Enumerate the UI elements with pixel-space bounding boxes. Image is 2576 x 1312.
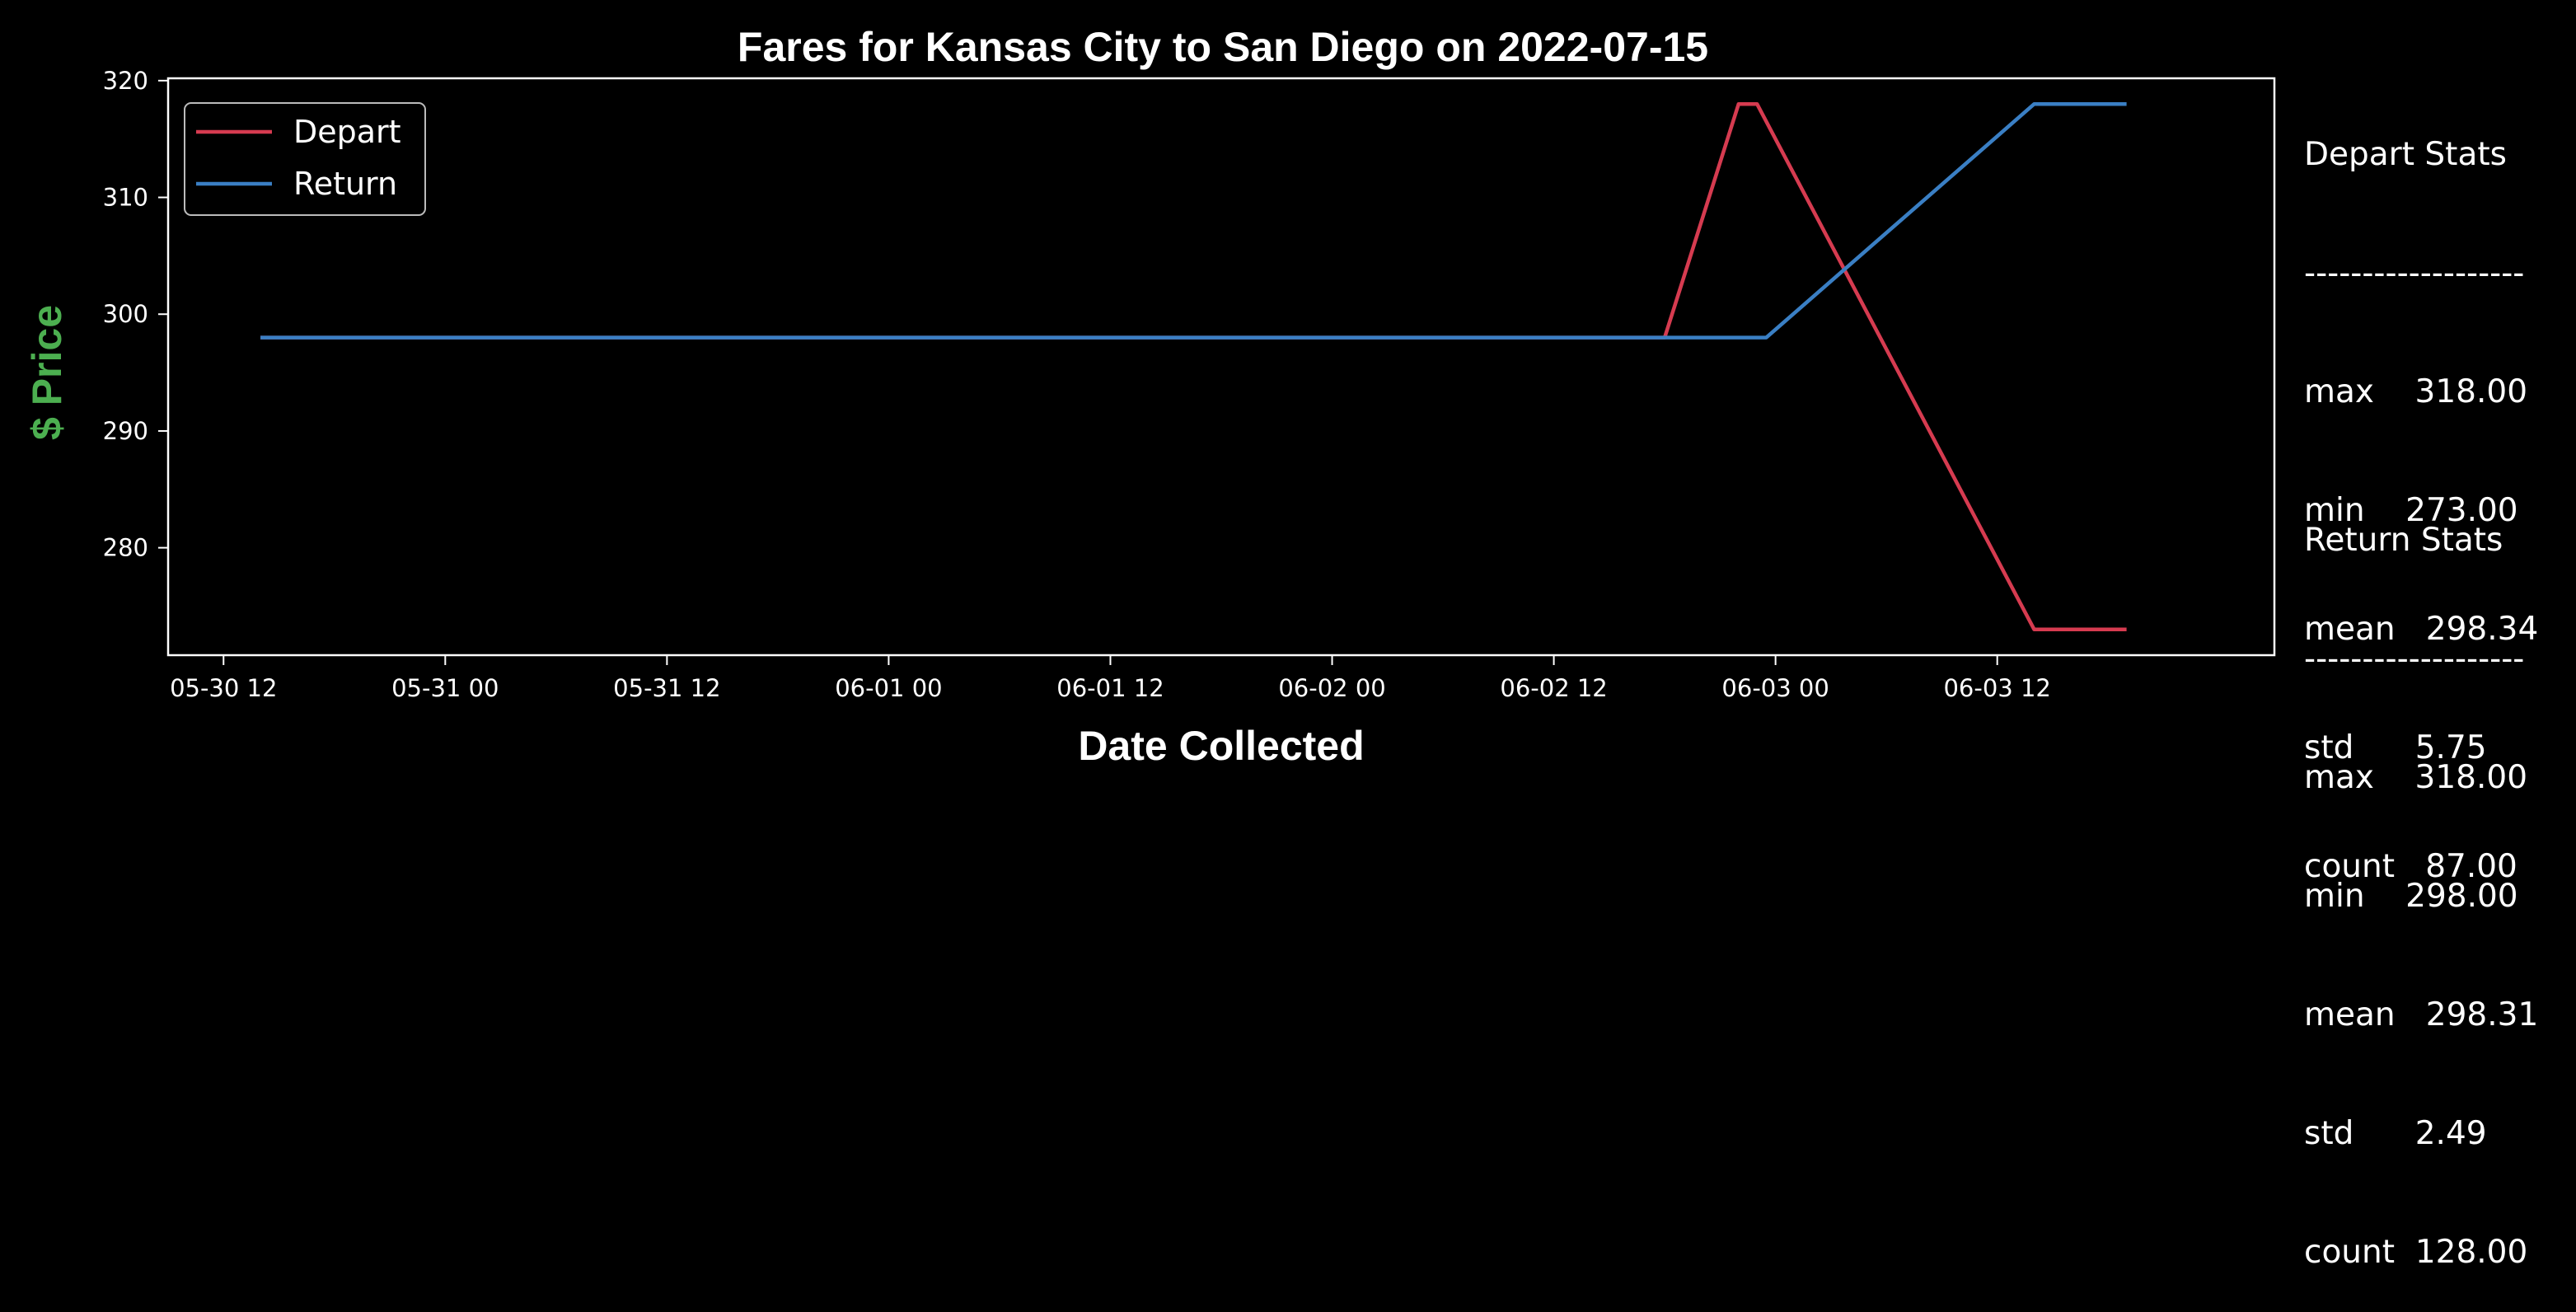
return-stats: Return Stats ------------------- max 318… — [2304, 442, 2538, 1312]
y-tick-label: 320 — [103, 67, 148, 95]
y-axis-label: $ Price — [24, 305, 70, 440]
x-tick-label: 06-03 00 — [1721, 674, 1829, 702]
x-axis-label: Date Collected — [1078, 723, 1364, 769]
x-tick-label: 06-02 12 — [1500, 674, 1607, 702]
legend-label-depart: Depart — [293, 114, 401, 150]
return-stats-max: max 318.00 — [2304, 759, 2528, 796]
x-tick-label: 06-03 12 — [1943, 674, 2050, 702]
x-axis: 05-30 12 05-31 00 05-31 12 06-01 00 06-01 12… — [170, 655, 2051, 702]
chart-title: Fares for Kansas City to San Diego on 20… — [738, 24, 1708, 70]
x-tick-label: 05-31 00 — [391, 674, 499, 702]
legend-label-return: Return — [293, 166, 397, 202]
series-layer — [260, 101, 2127, 632]
return-stats-title: Return Stats — [2304, 522, 2503, 559]
return-stats-mean: mean 298.31 — [2304, 996, 2539, 1033]
depart-stats-mean: mean 298.34 — [2304, 611, 2539, 648]
x-tick-label: 06-01 12 — [1056, 674, 1164, 702]
x-tick-label: 06-02 00 — [1278, 674, 1385, 702]
return-stats-min: min 298.00 — [2304, 878, 2518, 915]
y-axis: 280 290 300 310 320 — [103, 67, 168, 562]
x-tick-label: 06-01 00 — [835, 674, 942, 702]
legend: Depart Return — [184, 102, 426, 216]
x-tick-label: 05-31 12 — [613, 674, 720, 702]
return-stats-std: std 2.49 — [2304, 1115, 2487, 1152]
x-tick-label: 05-30 12 — [170, 674, 277, 702]
y-tick-label: 290 — [103, 417, 148, 445]
y-tick-label: 300 — [103, 300, 148, 328]
return-stats-divider: ------------------- — [2304, 640, 2525, 677]
series-line-return — [260, 101, 2127, 340]
depart-stats-title: Depart Stats — [2304, 136, 2507, 173]
y-tick-label: 280 — [103, 534, 148, 562]
depart-stats-max: max 318.00 — [2304, 373, 2528, 410]
return-stats-count: count 128.00 — [2304, 1234, 2528, 1271]
depart-stats: Depart Stats ------------------- max 318… — [2304, 56, 2538, 926]
y-tick-label: 310 — [103, 184, 148, 212]
fares-chart: Fares for Kansas City to San Diego on 20… — [24, 24, 2276, 769]
plot-area — [166, 77, 2276, 657]
depart-stats-min: min 273.00 — [2304, 492, 2518, 529]
depart-stats-divider: ------------------- — [2304, 255, 2525, 292]
depart-stats-std: std 5.75 — [2304, 729, 2487, 766]
